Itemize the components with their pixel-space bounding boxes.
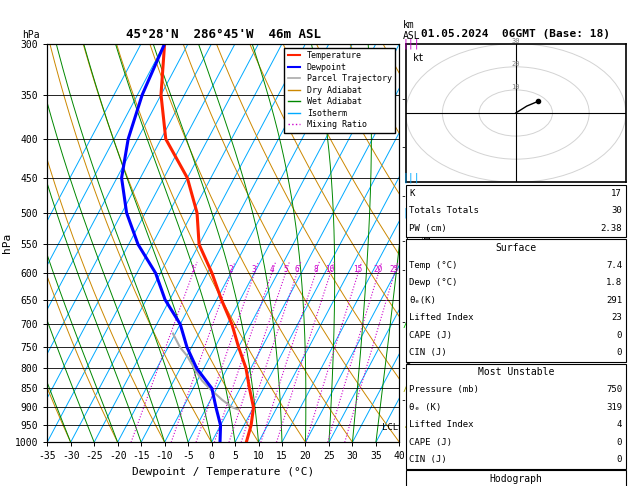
Text: Temp (°C): Temp (°C)	[409, 261, 458, 270]
Text: 0: 0	[616, 348, 622, 357]
Text: © weatheronline.co.uk: © weatheronline.co.uk	[459, 452, 572, 462]
Text: 23: 23	[611, 313, 622, 322]
Text: //: //	[403, 319, 415, 329]
Text: Surface: Surface	[495, 243, 537, 253]
Text: 1.8: 1.8	[606, 278, 622, 287]
Text: -3: -3	[400, 317, 412, 327]
Text: 0: 0	[616, 438, 622, 447]
Text: -5: -5	[400, 236, 412, 246]
Text: CAPE (J): CAPE (J)	[409, 331, 452, 340]
Text: 8: 8	[313, 265, 318, 274]
Text: 4: 4	[269, 265, 274, 274]
Text: K: K	[409, 189, 415, 198]
Text: 291: 291	[606, 296, 622, 305]
Text: 3: 3	[252, 265, 257, 274]
Text: 319: 319	[606, 403, 622, 412]
Text: .: .	[403, 420, 409, 430]
Y-axis label: hPa: hPa	[2, 233, 12, 253]
Text: 30: 30	[611, 207, 622, 215]
Text: LCL: LCL	[382, 422, 398, 432]
Text: /: /	[403, 383, 409, 394]
Text: Mixing Ratio (g/kg): Mixing Ratio (g/kg)	[423, 187, 433, 299]
Text: 4: 4	[616, 420, 622, 429]
Text: Totals Totals: Totals Totals	[409, 207, 479, 215]
Text: Dewp (°C): Dewp (°C)	[409, 278, 458, 287]
Text: Most Unstable: Most Unstable	[477, 367, 554, 377]
Text: -2: -2	[400, 364, 412, 373]
Title: 45°28'N  286°45'W  46m ASL: 45°28'N 286°45'W 46m ASL	[126, 28, 321, 41]
Text: Pressure (mb): Pressure (mb)	[409, 385, 479, 394]
Text: -6: -6	[400, 191, 412, 201]
Text: Lifted Index: Lifted Index	[409, 420, 474, 429]
Text: PW (cm): PW (cm)	[409, 224, 447, 233]
Text: Hodograph: Hodograph	[489, 474, 542, 484]
Text: θₑ (K): θₑ (K)	[409, 403, 442, 412]
Text: 750: 750	[606, 385, 622, 394]
Text: |||: |||	[403, 38, 421, 49]
Text: 10: 10	[511, 84, 520, 90]
Text: 20: 20	[374, 265, 383, 274]
Legend: Temperature, Dewpoint, Parcel Trajectory, Dry Adiabat, Wet Adiabat, Isotherm, Mi: Temperature, Dewpoint, Parcel Trajectory…	[284, 48, 395, 133]
Text: θₑ(K): θₑ(K)	[409, 296, 437, 305]
Text: 2.38: 2.38	[601, 224, 622, 233]
Text: CIN (J): CIN (J)	[409, 455, 447, 464]
Text: -1: -1	[400, 395, 412, 405]
Text: 15: 15	[353, 265, 362, 274]
Text: 17: 17	[611, 189, 622, 198]
Text: 5: 5	[283, 265, 287, 274]
Text: km
ASL: km ASL	[403, 20, 420, 41]
Text: 20: 20	[511, 61, 520, 67]
X-axis label: Dewpoint / Temperature (°C): Dewpoint / Temperature (°C)	[132, 467, 314, 477]
Text: 0: 0	[616, 455, 622, 464]
Text: -4: -4	[400, 265, 412, 276]
Text: -8: -8	[400, 94, 412, 104]
Text: 2: 2	[228, 265, 233, 274]
Text: |||: |||	[403, 208, 421, 218]
Text: CIN (J): CIN (J)	[409, 348, 447, 357]
Text: 10: 10	[326, 265, 335, 274]
Text: |||: |||	[403, 173, 421, 183]
Text: 0: 0	[616, 331, 622, 340]
Text: CAPE (J): CAPE (J)	[409, 438, 452, 447]
Text: 1: 1	[191, 265, 195, 274]
Text: -7: -7	[400, 142, 412, 152]
Text: 7.4: 7.4	[606, 261, 622, 270]
Text: Lifted Index: Lifted Index	[409, 313, 474, 322]
Text: hPa: hPa	[23, 30, 40, 40]
Text: 30: 30	[511, 38, 520, 44]
Text: 25: 25	[389, 265, 399, 274]
Text: 01.05.2024  06GMT (Base: 18): 01.05.2024 06GMT (Base: 18)	[421, 29, 610, 39]
Text: 6: 6	[294, 265, 299, 274]
Text: kt: kt	[413, 53, 425, 63]
